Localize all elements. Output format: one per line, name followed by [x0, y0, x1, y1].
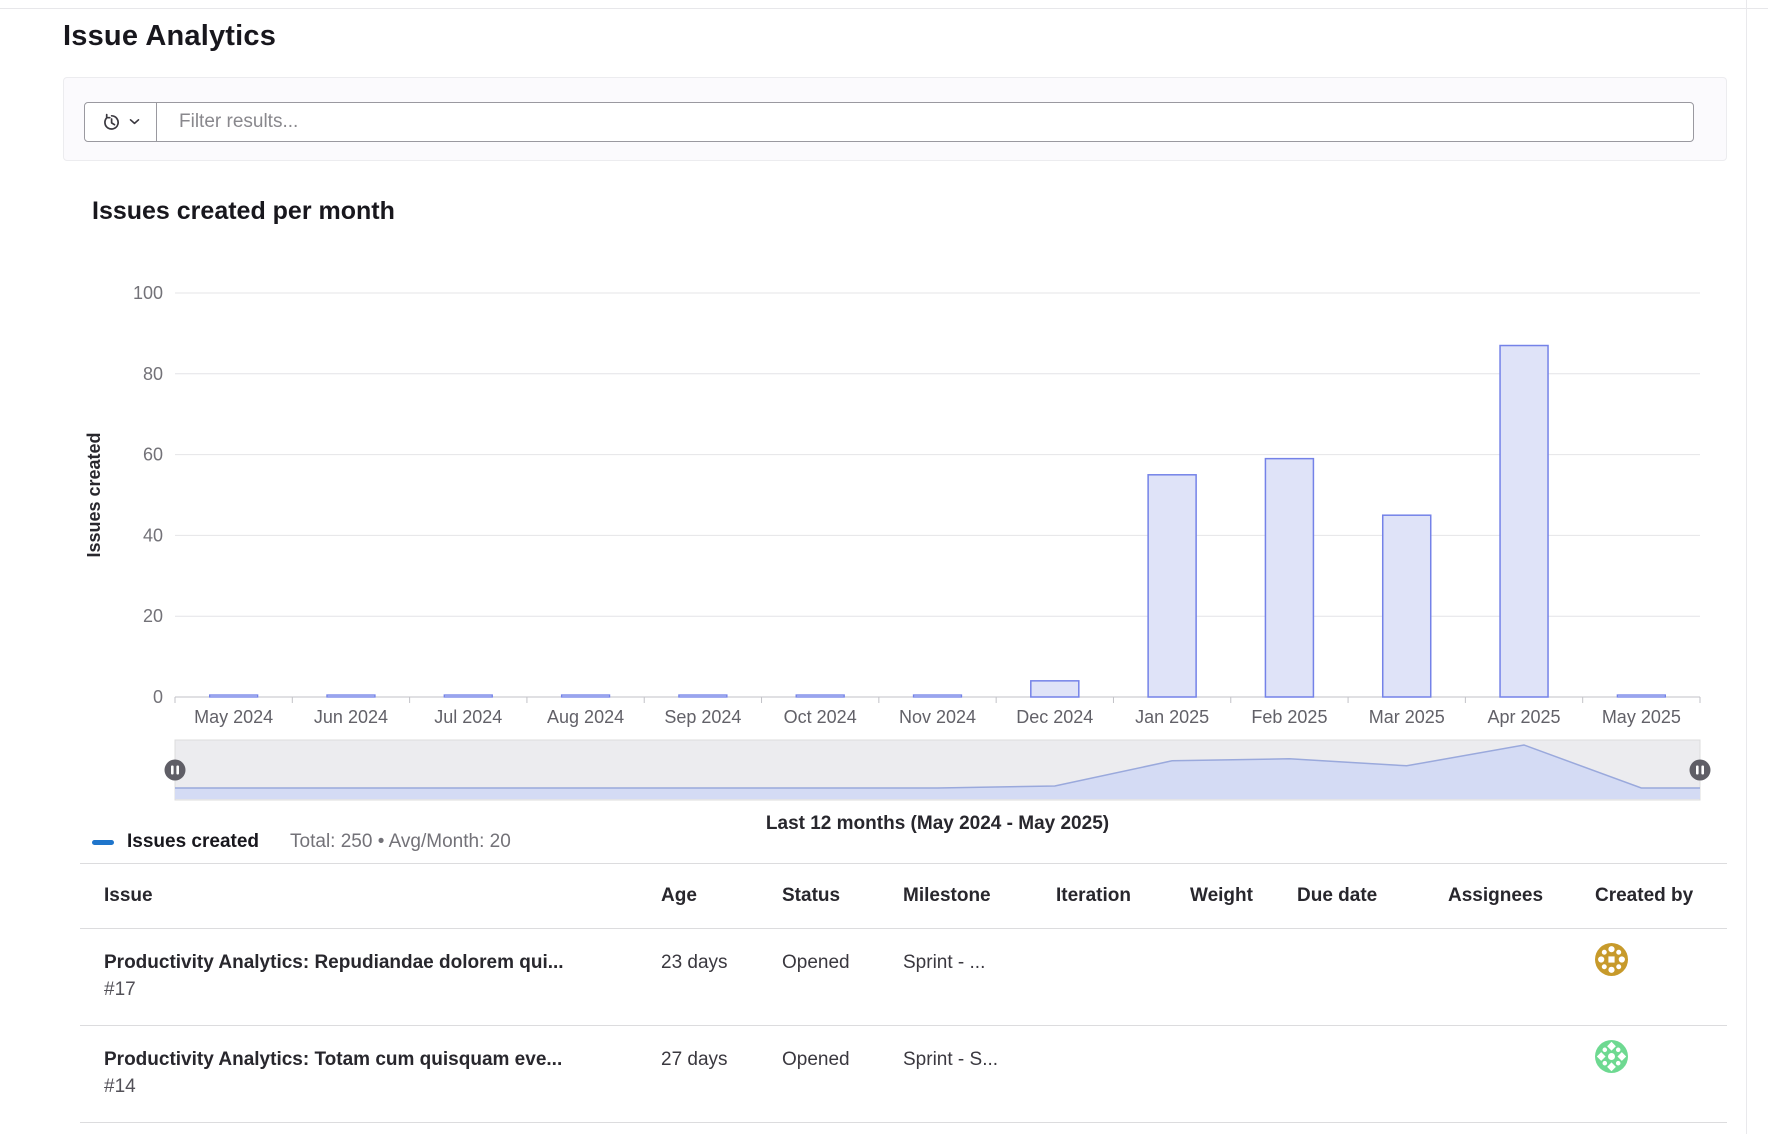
pause-icon — [171, 765, 174, 775]
x-tick-label: Jun 2024 — [314, 707, 388, 727]
assignees-cell — [1424, 1026, 1571, 1068]
slider-left-handle[interactable] — [164, 759, 186, 781]
slider-area-fill — [175, 745, 1700, 799]
x-tick-label: Feb 2025 — [1251, 707, 1327, 727]
column-header-weight: Weight — [1190, 885, 1253, 906]
issues-table: Issue Age Status Milestone Iteration Weight Du… — [80, 863, 1727, 1123]
issue-title-link[interactable]: Productivity Analytics: Totam cum quisqu… — [104, 1049, 563, 1070]
x-tick-label: Apr 2025 — [1488, 707, 1561, 727]
y-tick-label: 80 — [143, 364, 163, 384]
status-cell: Opened — [782, 952, 850, 973]
x-tick-label: Jul 2024 — [434, 707, 502, 727]
chart-bar — [209, 694, 259, 698]
issue-id: #17 — [104, 979, 136, 1000]
y-tick-label: 100 — [133, 283, 163, 303]
slider-right-handle[interactable] — [1689, 759, 1711, 781]
slider-area-line — [175, 744, 1700, 789]
column-header-age: Age — [661, 885, 697, 906]
chart-bar — [678, 694, 728, 698]
table-body: Productivity Analytics: Repudiandae dolo… — [80, 929, 1727, 1123]
created-by-avatar[interactable] — [1595, 1040, 1628, 1073]
history-icon — [101, 112, 122, 133]
column-header-status: Status — [782, 885, 841, 906]
x-tick-label: May 2025 — [1602, 707, 1681, 727]
handle-circle — [1689, 759, 1711, 781]
x-axis-name: Last 12 months (May 2024 - May 2025) — [766, 813, 1109, 834]
age-cell: 23 days — [661, 952, 728, 973]
column-header-due-date: Due date — [1297, 885, 1378, 906]
chart-bar — [326, 694, 376, 698]
iteration-cell — [1032, 929, 1166, 971]
x-tick-label: Dec 2024 — [1016, 707, 1093, 727]
age-cell: 27 days — [661, 1049, 728, 1070]
filter-control — [84, 102, 1694, 142]
filter-bar — [63, 77, 1727, 161]
column-header-assignees: Assignees — [1448, 885, 1544, 906]
chart-bar — [795, 694, 845, 698]
x-tick-label: Aug 2024 — [547, 707, 624, 727]
legend-summary: Total: 250 • Avg/Month: 20 — [290, 831, 511, 852]
chart-bar — [560, 694, 611, 698]
status-cell: Opened — [782, 1049, 850, 1070]
issue-cell: Productivity Analytics: Repudiandae dolo… — [80, 929, 637, 1025]
chart-bar — [443, 694, 493, 698]
filter-history-button[interactable] — [85, 103, 157, 141]
iteration-cell — [1032, 1026, 1166, 1068]
x-tick-label: Oct 2024 — [784, 707, 857, 727]
issue-cell: Productivity Analytics: Totam cum quisqu… — [80, 1026, 637, 1122]
chart-bar — [1264, 457, 1315, 698]
column-header-iteration: Iteration — [1056, 885, 1131, 906]
column-header-issue: Issue — [104, 885, 153, 906]
due-date-cell — [1273, 1026, 1424, 1068]
issue-id: #14 — [104, 1076, 136, 1097]
x-tick-label: Sep 2024 — [664, 707, 741, 727]
filter-input[interactable] — [157, 103, 1693, 141]
x-tick-label: May 2024 — [194, 707, 273, 727]
y-axis-name: Issues created — [84, 432, 104, 557]
created-by-cell — [1571, 1026, 1727, 1095]
y-tick-label: 60 — [143, 445, 163, 465]
chart-title: Issues created per month — [92, 197, 395, 225]
created-by-cell — [1571, 929, 1727, 998]
chart-bar — [1381, 514, 1432, 698]
chart-bar — [1147, 474, 1197, 698]
weight-cell — [1166, 1026, 1273, 1068]
y-tick-label: 20 — [143, 606, 163, 626]
table-row: Productivity Analytics: Totam cum quisqu… — [80, 1026, 1727, 1123]
issue-title-link[interactable]: Productivity Analytics: Repudiandae dolo… — [104, 952, 564, 973]
chart-legend: Issues created Total: 250 • Avg/Month: 2… — [92, 831, 511, 853]
pause-icon — [1696, 765, 1699, 775]
due-date-cell — [1273, 929, 1424, 971]
pause-icon — [1701, 765, 1704, 775]
page-title: Issue Analytics — [63, 20, 277, 52]
handle-circle — [164, 759, 186, 781]
legend-label: Issues created — [127, 831, 260, 852]
milestone-cell: Sprint - S... — [903, 1049, 999, 1070]
issues-created-chart: 0 20 40 60 80 100 Issues created May 2024 Jun 20… — [84, 283, 1711, 834]
y-tick-label: 0 — [153, 687, 163, 707]
weight-cell — [1166, 929, 1273, 971]
table-header: Issue Age Status Milestone Iteration Weight Du… — [80, 863, 1727, 929]
chart-bar — [1499, 344, 1549, 698]
chart-bar — [1616, 694, 1666, 698]
x-tick-label: Jan 2025 — [1135, 707, 1209, 727]
assignees-cell — [1424, 929, 1571, 971]
created-by-avatar[interactable] — [1595, 943, 1628, 976]
legend-swatch — [92, 839, 114, 845]
chart-bar — [1030, 680, 1080, 698]
column-header-milestone: Milestone — [903, 885, 991, 906]
table-row: Productivity Analytics: Repudiandae dolo… — [80, 929, 1727, 1026]
chevron-down-icon — [129, 118, 140, 126]
milestone-cell: Sprint - ... — [903, 952, 986, 973]
x-tick-label: Mar 2025 — [1369, 707, 1445, 727]
pause-icon — [176, 765, 179, 775]
right-divider — [1746, 0, 1747, 1134]
top-divider — [0, 8, 1768, 9]
chart-bar — [912, 694, 963, 698]
column-header-created-by: Created by — [1595, 885, 1694, 906]
x-tick-label: Nov 2024 — [899, 707, 976, 727]
y-tick-label: 40 — [143, 525, 163, 545]
